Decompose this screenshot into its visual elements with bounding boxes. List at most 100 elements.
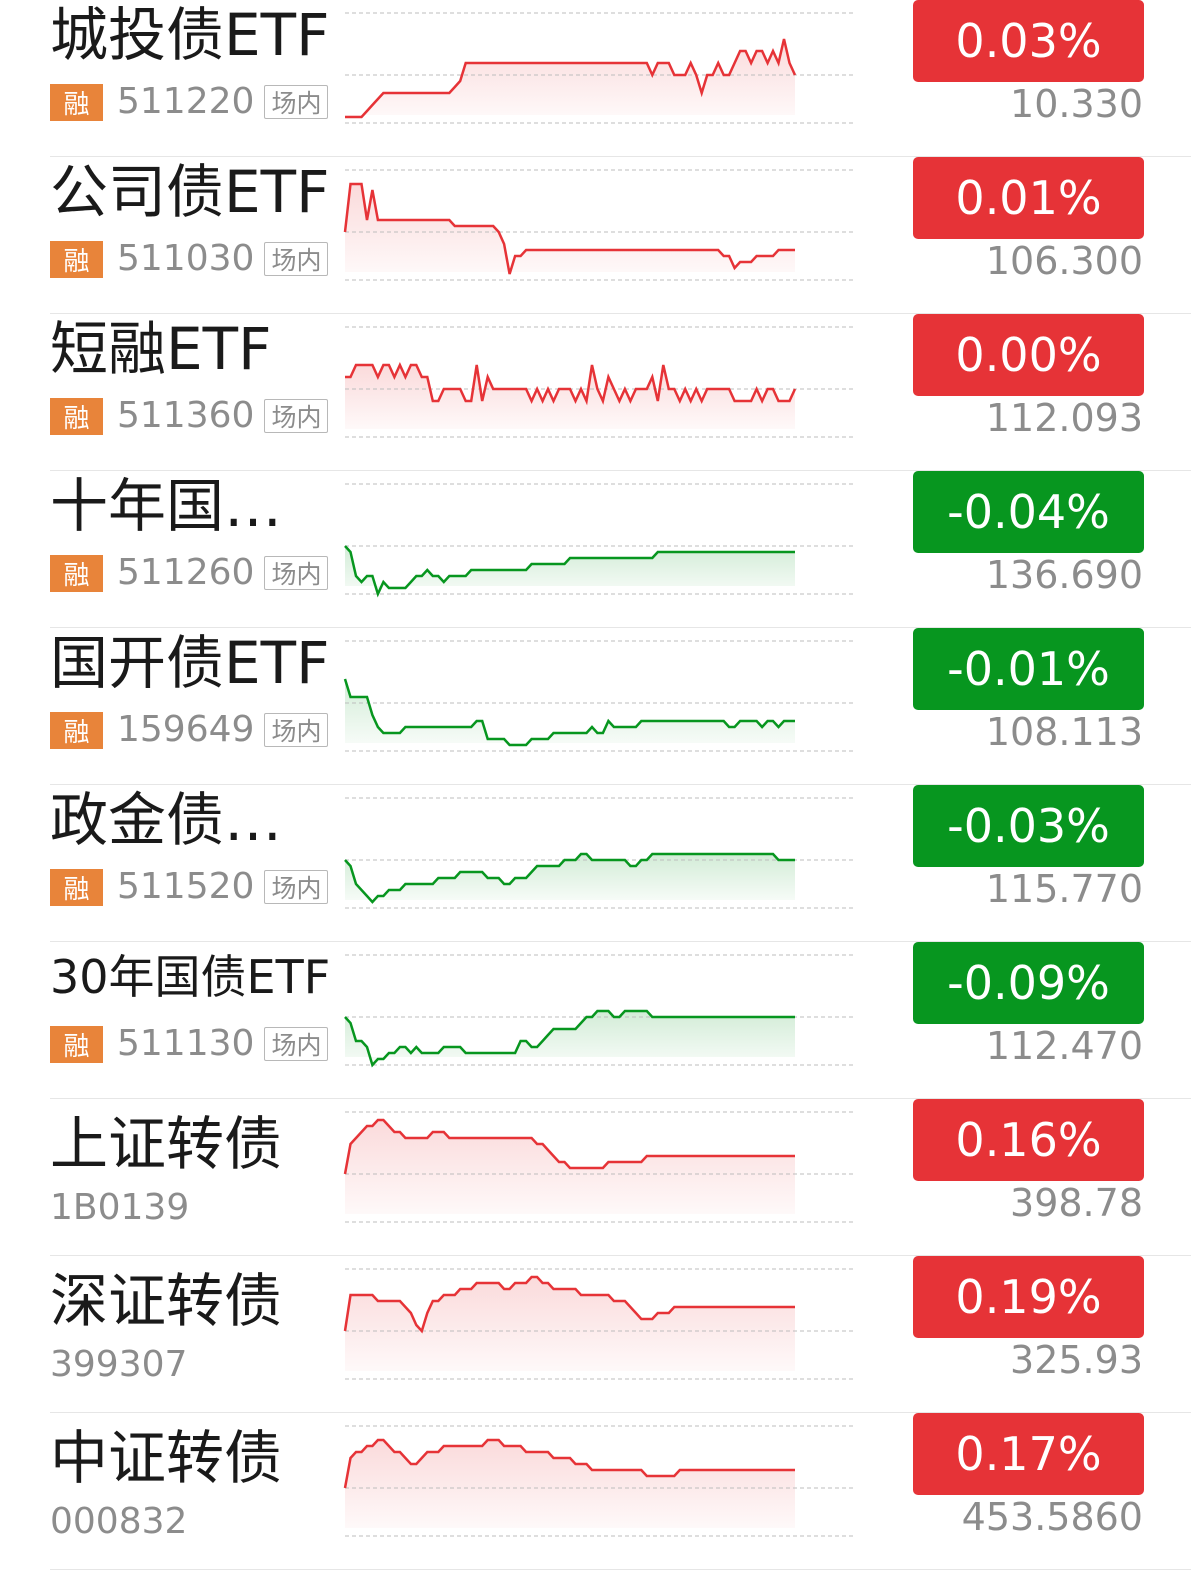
security-code: 159649 — [117, 709, 255, 750]
last-price: 10.330 — [1010, 82, 1143, 126]
change-percent-badge[interactable]: -0.04% — [913, 471, 1144, 553]
row-divider — [50, 941, 1191, 942]
on-exchange-tag: 场内 — [264, 85, 329, 119]
on-exchange-tag: 场内 — [264, 1027, 329, 1061]
sparkline-line — [344, 852, 795, 904]
quote-row[interactable]: 十年国债ETF 融 511260 场内 -0.04%136.690 — [0, 471, 1191, 628]
security-meta: 融 511220 场内 — [50, 81, 329, 122]
change-percent-badge[interactable]: -0.03% — [913, 785, 1144, 867]
sparkline-line — [344, 1009, 795, 1068]
sparkline-line — [345, 38, 797, 119]
sparkline-line — [343, 678, 795, 747]
margin-trading-tag: 融 — [50, 1025, 103, 1063]
security-meta: 融 511030 场内 — [50, 238, 329, 279]
last-price: 112.470 — [985, 1024, 1143, 1068]
quote-row[interactable]: 深证转债 399307 0.19% 325.93 — [0, 1256, 1191, 1413]
sparkline-area — [345, 546, 795, 594]
sparkline-line — [343, 1438, 795, 1489]
on-exchange-tag: 场内 — [264, 870, 329, 904]
last-price: 115.770 — [985, 867, 1143, 911]
security-code: 511260 — [117, 552, 255, 593]
change-percent-badge[interactable]: 0.19% — [913, 1256, 1144, 1338]
sparkline-area — [345, 365, 795, 429]
quote-row[interactable]: 短融ETF 融 511360 场内 0.00% 112.093 — [0, 314, 1191, 471]
row-divider — [50, 784, 1191, 785]
security-code: 511130 — [117, 1023, 255, 1064]
row-divider — [50, 156, 1191, 157]
security-name: 短融ETF — [50, 315, 272, 383]
sparkline-area — [345, 1277, 795, 1371]
security-meta: 1B0139 — [50, 1189, 199, 1227]
quote-row[interactable]: 政金债券ETF 融 511520 场内 -0.03%115.770 — [0, 785, 1191, 942]
sparkline-line — [345, 361, 797, 406]
quote-row[interactable]: 中证转债 000832 0.17% 453.5860 — [0, 1413, 1191, 1570]
security-name: 城投债ETF — [50, 1, 330, 69]
intraday-sparkline — [343, 1425, 855, 1537]
row-divider — [50, 1412, 1191, 1413]
security-meta: 融 511260 场内 — [50, 552, 329, 593]
security-code: 511520 — [117, 866, 255, 907]
sparkline-area — [345, 39, 795, 117]
sparkline-line — [343, 182, 795, 275]
last-price: 453.5860 — [961, 1495, 1143, 1539]
margin-trading-tag: 融 — [50, 554, 103, 592]
security-code: 511030 — [117, 238, 255, 279]
change-percent-badge[interactable]: 0.03% — [913, 0, 1144, 82]
intraday-sparkline — [343, 169, 855, 281]
last-price: 398.78 — [1010, 1181, 1143, 1225]
intraday-sparkline — [344, 483, 855, 598]
quote-row[interactable]: 公司债ETF 融 511030 场内 0.01% 106.300 — [0, 157, 1191, 314]
change-percent-badge[interactable]: 0.00% — [913, 314, 1144, 396]
sparkline-area — [345, 1440, 795, 1528]
row-divider — [50, 313, 1191, 314]
change-percent-badge[interactable]: 0.01% — [913, 157, 1144, 239]
security-code: 511220 — [117, 81, 255, 122]
sparkline-area — [345, 679, 795, 745]
margin-trading-tag: 融 — [50, 83, 103, 121]
security-name: 深证转债 — [50, 1267, 283, 1335]
security-name: 十年国债ETF — [50, 472, 340, 540]
security-code: 511360 — [117, 395, 255, 436]
quote-row[interactable]: 上证转债 1B0139 0.16% 398.78 — [0, 1099, 1191, 1256]
last-price: 325.93 — [1010, 1338, 1143, 1382]
on-exchange-tag: 场内 — [264, 713, 329, 747]
security-name: 政金债券ETF — [50, 786, 340, 854]
security-meta: 000832 — [50, 1503, 197, 1541]
security-meta: 融 511520 场内 — [50, 866, 329, 907]
security-meta: 融 511130 场内 — [50, 1023, 329, 1064]
security-name: 30年国债ETF — [50, 950, 331, 1004]
row-divider — [50, 1098, 1191, 1099]
change-percent-badge[interactable]: 0.17% — [913, 1413, 1144, 1495]
security-name: 中证转债 — [50, 1424, 283, 1492]
sparkline-area — [345, 1120, 795, 1214]
change-percent-badge[interactable]: -0.01% — [913, 628, 1144, 710]
last-price: 136.690 — [985, 553, 1143, 597]
margin-trading-tag: 融 — [50, 240, 103, 278]
quote-row[interactable]: 30年国债ETF 融 511130 场内 -0.09% 112.470 — [0, 942, 1191, 1099]
security-name: 上证转债 — [50, 1110, 283, 1178]
intraday-sparkline — [343, 640, 855, 752]
sparkline-area — [345, 184, 795, 274]
intraday-sparkline — [343, 1268, 855, 1380]
intraday-sparkline — [344, 954, 855, 1068]
row-divider — [50, 627, 1191, 628]
margin-trading-tag: 融 — [50, 711, 103, 749]
sparkline-line — [343, 1275, 795, 1334]
margin-trading-tag: 融 — [50, 868, 103, 906]
change-percent-badge[interactable]: -0.09% — [913, 942, 1144, 1024]
change-percent-badge[interactable]: 0.16% — [913, 1099, 1144, 1181]
security-meta: 融 511360 场内 — [50, 395, 329, 436]
last-price: 108.113 — [985, 710, 1143, 754]
row-divider — [50, 470, 1191, 471]
on-exchange-tag: 场内 — [264, 242, 329, 276]
quote-row[interactable]: 国开债ETF 融 159649 场内 -0.01% 108.113 — [0, 628, 1191, 785]
quote-row[interactable]: 城投债ETF 融 511220 场内 0.03% 10.330 — [0, 0, 1191, 157]
intraday-sparkline — [345, 12, 855, 124]
sparkline-area — [345, 854, 795, 902]
security-meta: 399307 — [50, 1346, 197, 1384]
margin-trading-tag: 融 — [50, 397, 103, 435]
security-meta: 融 159649 场内 — [50, 709, 329, 750]
sparkline-area — [345, 1011, 795, 1065]
on-exchange-tag: 场内 — [264, 399, 329, 433]
security-code: 000832 — [50, 1501, 188, 1542]
